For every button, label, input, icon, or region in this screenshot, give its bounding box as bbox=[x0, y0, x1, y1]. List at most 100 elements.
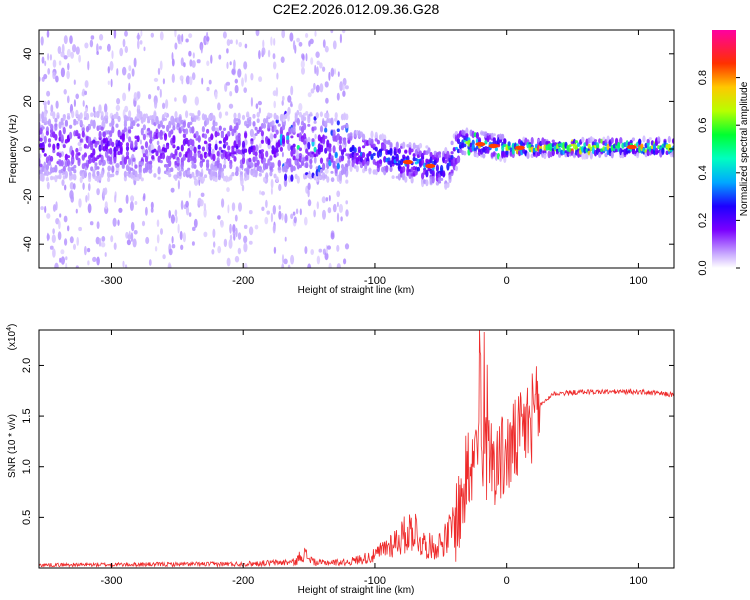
spectrogram-band-cell bbox=[252, 121, 256, 127]
spectrogram-noise-cell bbox=[128, 230, 131, 240]
spectrogram-noise-cell bbox=[60, 256, 65, 265]
spectrogram-noise-cell bbox=[63, 184, 67, 191]
spectrogram-noise-cell bbox=[325, 97, 329, 104]
spectrogram-band-cell bbox=[277, 160, 281, 168]
chart-title: C2E2.2026.012.09.36.G28 bbox=[273, 1, 440, 17]
spectrogram-band-cell bbox=[170, 129, 174, 135]
colorbar: 0.0 0.2 0.4 0.6 0.8 Normalized spectral ampl… bbox=[697, 30, 750, 276]
spectrogram-band-cell bbox=[256, 159, 260, 166]
spectrogram-band-cell bbox=[303, 133, 307, 140]
snr-y-scale-base: (x10 bbox=[7, 330, 18, 350]
spectrogram-noise-cell bbox=[322, 66, 326, 72]
spectrogram-noise-cell bbox=[292, 40, 296, 51]
spectrogram-noise-cell bbox=[206, 141, 209, 152]
spectrogram-band-cell bbox=[305, 148, 309, 154]
spectrogram-noise-cell bbox=[188, 33, 193, 39]
spectrogram-noise-cell bbox=[156, 234, 160, 244]
spectrogram-noise-cell bbox=[171, 58, 175, 67]
spectrogram-band-cell bbox=[111, 165, 115, 173]
spectrogram-band-cell bbox=[298, 147, 302, 152]
spectrogram-band-cell bbox=[47, 143, 52, 148]
spectrogram-noise-cell bbox=[307, 182, 311, 191]
spectrogram-band-cell bbox=[477, 137, 482, 144]
spectrogram-noise-cell bbox=[206, 60, 210, 67]
spectrogram-band-cell bbox=[64, 121, 68, 127]
spectrogram-band-cell bbox=[214, 143, 218, 151]
spectrogram-noise-cell bbox=[200, 192, 205, 197]
spectrogram-band-cell bbox=[233, 156, 237, 162]
spectrogram-noise-cell bbox=[170, 187, 175, 193]
spectrogram-noise-cell bbox=[72, 44, 77, 53]
spectrogram-band-cell bbox=[229, 125, 233, 130]
spectrogram-noise-cell bbox=[206, 36, 210, 42]
spectrogram-band-cell bbox=[75, 129, 79, 136]
spectrogram-band-cell bbox=[75, 120, 79, 125]
spectrogram-band-cell bbox=[41, 173, 45, 182]
spectrogram-band-cell bbox=[336, 120, 340, 126]
spectrogram-noise-cell bbox=[47, 68, 51, 75]
spectrogram-band-cell bbox=[222, 127, 227, 131]
spectrogram-noise-cell bbox=[258, 76, 263, 82]
spectrogram-band-cell bbox=[239, 171, 243, 175]
spectrogram-band-cell bbox=[275, 148, 279, 153]
spectrogram-noise-cell bbox=[133, 230, 138, 235]
spectrogram-band-cell bbox=[326, 112, 330, 119]
spectrogram-band-cell bbox=[252, 113, 256, 119]
spectrogram-band-cell bbox=[90, 119, 94, 127]
spectrogram-noise-cell bbox=[191, 60, 196, 68]
spectrogram-band-cell bbox=[125, 142, 130, 147]
spectrogram-band-cell bbox=[144, 113, 149, 119]
spectrogram-band-cell bbox=[151, 155, 155, 160]
snr-y-axis-label: SNR (10 * v/v) bbox=[7, 414, 18, 478]
spectrogram-band-cell bbox=[269, 155, 273, 161]
spectrogram-band-cell bbox=[277, 123, 281, 127]
spectrogram-band-cell bbox=[343, 147, 347, 153]
spectrogram-noise-cell bbox=[232, 231, 236, 236]
spectrogram-band-cell bbox=[505, 149, 509, 156]
spectrogram-noise-cell bbox=[170, 214, 175, 224]
spectrogram-noise-cell bbox=[73, 99, 76, 107]
spectrogram-band-cell bbox=[216, 132, 220, 137]
spectrogram-noise-cell bbox=[213, 241, 216, 248]
spectrogram-band-cell bbox=[220, 167, 224, 172]
spectrogram-band-cell bbox=[79, 112, 83, 120]
spectrogram-band-cell bbox=[589, 136, 593, 144]
spectrogram-band-cell bbox=[104, 119, 109, 124]
spectrogram-band-cell bbox=[52, 111, 56, 120]
spectrogram-band-cell bbox=[313, 116, 317, 121]
spectrogram-noise-cell bbox=[318, 248, 323, 253]
spectrogram-noise-cell bbox=[41, 111, 45, 121]
spectrogram-noise-cell bbox=[197, 110, 201, 117]
spectrogram-band-cell bbox=[340, 154, 345, 162]
spectrogram-band-cell bbox=[298, 111, 302, 118]
spectrogram-band-cell bbox=[383, 143, 387, 151]
spectrogram-band-cell bbox=[178, 116, 182, 122]
spectrogram-noise-cell bbox=[258, 143, 262, 149]
spectrogram-band-cell bbox=[239, 164, 243, 169]
spectrogram-noise-cell bbox=[232, 224, 236, 234]
spectrogram-band-cell bbox=[197, 135, 201, 143]
spectrogram-band-cell bbox=[271, 145, 275, 151]
spectrogram-noise-cell bbox=[180, 57, 184, 67]
spectrogram-noise-cell bbox=[133, 57, 137, 68]
spectrogram-band-cell bbox=[41, 146, 45, 151]
spectrogram-band-cell bbox=[142, 153, 146, 158]
spectrogram-noise-cell bbox=[145, 236, 150, 245]
spectrogram-band-cell bbox=[168, 120, 172, 129]
spectrogram-band-cell bbox=[615, 137, 619, 144]
spectrogram-band-cell bbox=[203, 174, 208, 179]
spectrogram-band-cell bbox=[155, 115, 159, 123]
spectrogram-band-cell bbox=[237, 118, 241, 126]
spectrogram-band-cell bbox=[332, 145, 336, 154]
spectrogram-band-cell bbox=[425, 179, 429, 187]
spectrogram-band-cell bbox=[111, 119, 115, 126]
spectrogram-noise-cell bbox=[72, 183, 76, 190]
spectrogram-noise-cell bbox=[110, 78, 113, 88]
spectrogram-noise-cell bbox=[39, 153, 42, 159]
spectrogram-band-cell bbox=[147, 120, 151, 124]
spectrogram-band-cell bbox=[104, 115, 109, 119]
spectrogram-noise-cell bbox=[336, 263, 341, 268]
spectrogram-band-cell bbox=[56, 115, 60, 119]
spectrogram-noise-cell bbox=[305, 33, 309, 38]
spectrogram-noise-cell bbox=[143, 46, 146, 52]
